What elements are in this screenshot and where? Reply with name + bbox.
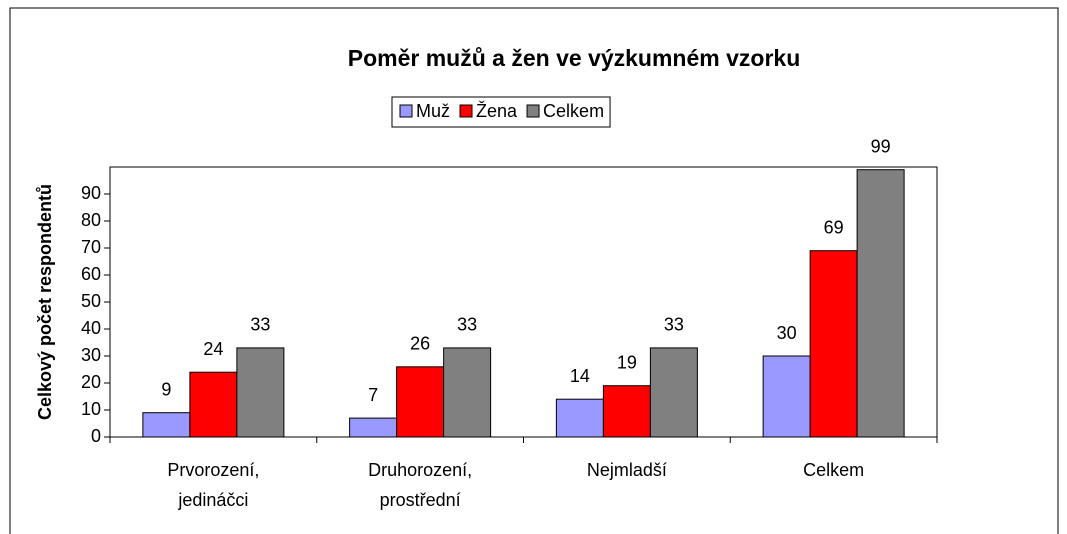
data-label: 9 (161, 379, 171, 399)
data-label: 14 (570, 366, 590, 386)
bar (555, 398, 604, 438)
x-tick-label: prostřední (380, 490, 461, 510)
chart-title: Poměr mužů a žen ve výzkumném vzorku (348, 45, 801, 71)
x-tick-label: Druhorození, (368, 460, 472, 480)
x-tick-label: Prvorození, (167, 460, 259, 480)
bar (443, 347, 492, 438)
bar (189, 371, 238, 438)
bar (236, 347, 285, 438)
y-tick-label: 50 (81, 291, 101, 311)
data-label: 33 (457, 315, 477, 335)
y-tick-label: 40 (81, 318, 101, 338)
legend-label: Žena (476, 101, 518, 121)
legend-label: Muž (416, 101, 450, 121)
bar (602, 385, 651, 438)
data-label: 69 (824, 217, 844, 237)
y-tick-label: 20 (81, 372, 101, 392)
y-tick-label: 10 (81, 399, 101, 419)
bar (396, 366, 445, 438)
x-tick-label: Nejmladší (587, 460, 667, 480)
legend-swatch (459, 104, 473, 118)
bar (349, 417, 398, 438)
legend-swatch (399, 104, 413, 118)
x-tick-label: Celkem (803, 460, 864, 480)
y-tick-label: 60 (81, 264, 101, 284)
y-tick-label: 90 (81, 183, 101, 203)
legend-label: Celkem (543, 101, 604, 121)
data-label: 26 (410, 334, 430, 354)
y-axis-label: Celkový počet respondentů (35, 184, 55, 420)
data-label: 24 (203, 339, 223, 359)
bar (142, 412, 191, 438)
bar (856, 169, 905, 438)
data-label: 33 (664, 315, 684, 335)
legend-swatch (526, 104, 540, 118)
bar (809, 250, 858, 438)
y-tick-label: 0 (91, 426, 101, 446)
y-tick-label: 80 (81, 210, 101, 230)
data-label: 33 (250, 315, 270, 335)
y-tick-label: 70 (81, 237, 101, 257)
data-label: 7 (368, 385, 378, 405)
data-label: 99 (871, 136, 891, 156)
legend (391, 96, 611, 128)
y-tick-label: 30 (81, 345, 101, 365)
bar (762, 355, 811, 438)
data-label: 19 (617, 352, 637, 372)
x-tick-label: jedináčci (177, 490, 248, 510)
bar (649, 347, 698, 438)
data-label: 30 (777, 323, 797, 343)
